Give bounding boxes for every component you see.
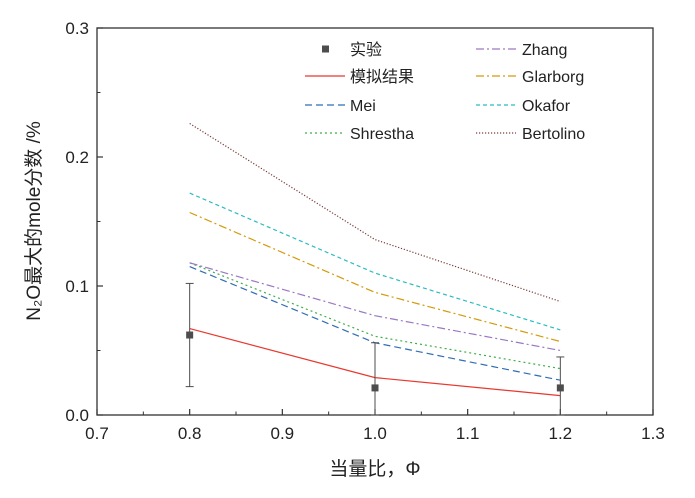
- x-tick-label: 0.9: [271, 424, 295, 443]
- legend-label: Glarborg: [522, 69, 584, 86]
- y-tick-label: 0.0: [65, 406, 89, 425]
- y-tick-label: 0.2: [65, 148, 89, 167]
- series-line-Glarborg: [189, 211, 561, 343]
- experiment-marker: [556, 384, 564, 392]
- legend-marker: [322, 45, 329, 53]
- plot-area: [96, 27, 654, 416]
- legend-label: Okafor: [522, 98, 571, 115]
- legend-item: Zhang: [476, 42, 567, 59]
- x-axis-title: 当量比，Φ: [329, 458, 420, 480]
- x-tick-label: 1.2: [549, 424, 573, 443]
- experiment-point: [371, 342, 379, 416]
- series-line-Bertolino: [189, 122, 561, 303]
- legend-label: Mei: [350, 98, 376, 115]
- tick-labels: 0.7 0.8 0.9 1.0 1.1 1.2 1.3 0.0 0.1 0.2 0.3: [65, 19, 664, 443]
- legend-item: 实验: [322, 41, 382, 59]
- x-tick-label: 1.3: [641, 424, 665, 443]
- x-tick-label: 0.8: [178, 424, 202, 443]
- y-axis-title: N₂O最大的mole分数 /%: [23, 121, 45, 321]
- legend-label: Zhang: [522, 42, 567, 59]
- y-tick-label: 0.1: [65, 277, 89, 296]
- legend-label: Shrestha: [350, 126, 414, 143]
- x-tick-label: 1.1: [456, 424, 480, 443]
- legend-item: Bertolino: [476, 126, 585, 143]
- legend-label: 实验: [350, 41, 382, 59]
- legend-item: Glarborg: [476, 69, 584, 86]
- experiment-point: [185, 282, 194, 388]
- series-line-Zhang: [189, 262, 561, 352]
- experiment-layer: [185, 282, 565, 416]
- x-tick-label: 0.7: [85, 424, 109, 443]
- y-tick-label: 0.3: [65, 19, 89, 38]
- x-tick-label: 1.0: [363, 424, 387, 443]
- series-line-Shrestha: [189, 262, 561, 370]
- experiment-marker: [186, 331, 194, 339]
- series-line-Okafor: [189, 192, 561, 331]
- legend-label: 模拟结果: [350, 68, 414, 86]
- legend-item: Okafor: [476, 98, 571, 115]
- legend-item: Mei: [305, 98, 376, 115]
- axis-ticks: [96, 27, 654, 416]
- experiment-point: [556, 356, 565, 416]
- legend-item: 模拟结果: [305, 68, 414, 86]
- legend-label: Bertolino: [522, 126, 585, 143]
- experiment-marker: [371, 384, 379, 392]
- legend-item: Shrestha: [305, 126, 414, 143]
